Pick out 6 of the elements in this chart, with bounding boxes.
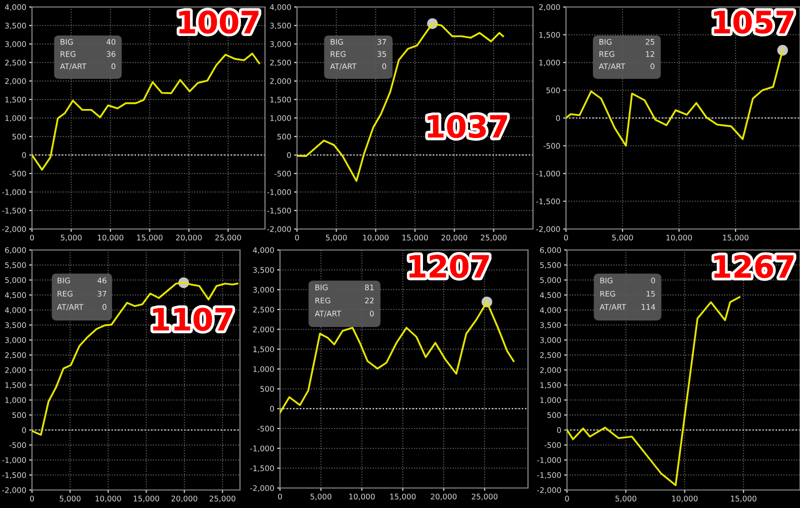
- text: 1037: [428, 114, 508, 138]
- chart-title: 1267: [714, 254, 794, 278]
- chart-title: 1207: [410, 254, 489, 278]
- chart-title: 1007: [179, 10, 258, 34]
- text: 1107: [153, 308, 232, 331]
- chart-title: 1057: [714, 10, 794, 34]
